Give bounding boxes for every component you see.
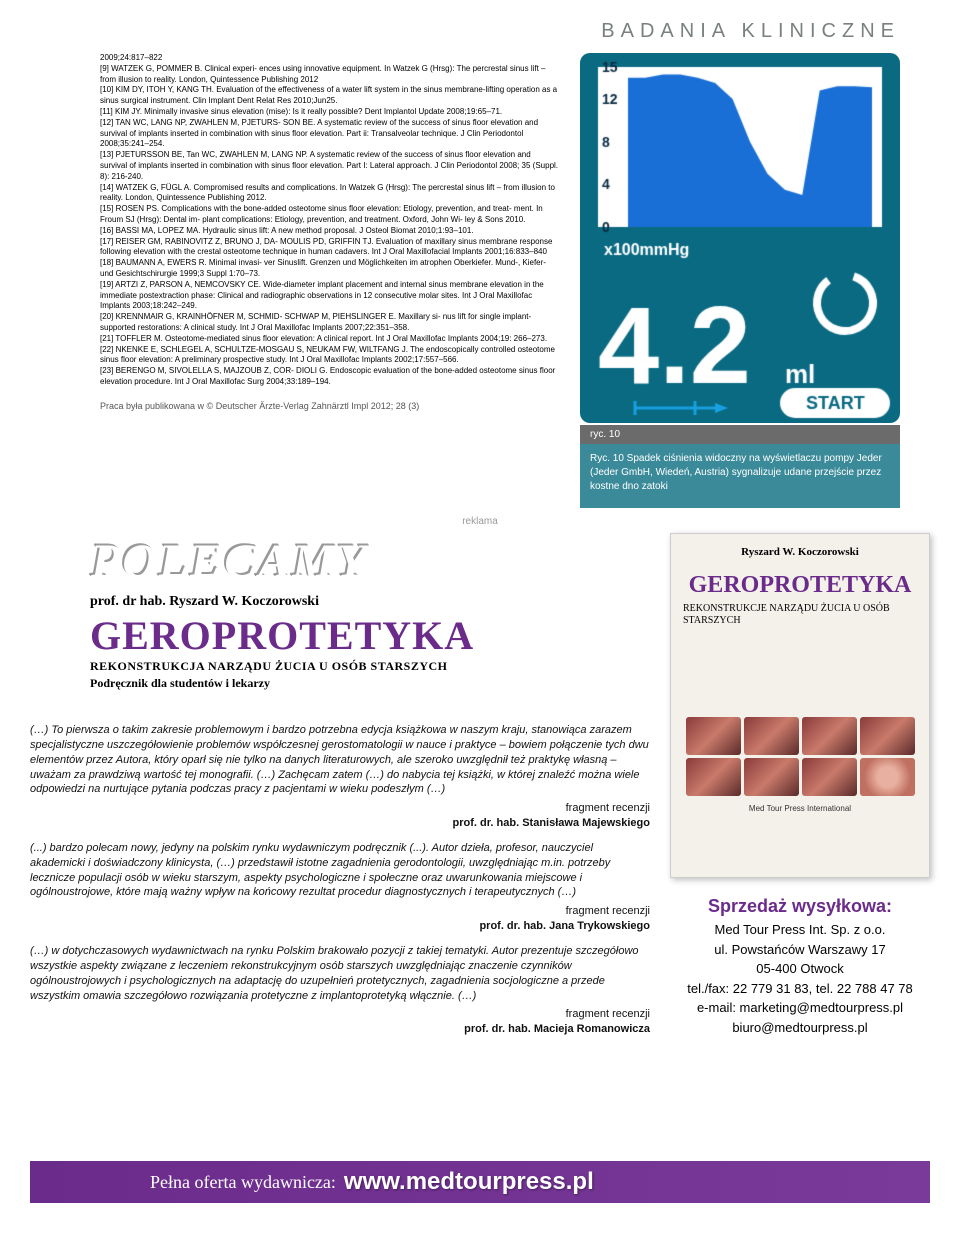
reference-entry: [19] ARTZI Z, PARSON A, NEMCOVSKY CE. Wi… — [100, 280, 560, 312]
sales-city: 05-400 Otwock — [670, 959, 930, 979]
footer-url[interactable]: www.medtourpress.pl — [344, 1168, 594, 1196]
reference-entry: [20] KRENNMAIR G, KRAINHÖFNER M, SCHMID-… — [100, 312, 560, 334]
cover-photo — [802, 717, 857, 755]
figure-label: ryc. 10 — [580, 425, 900, 444]
cover-subtitle: REKONSTRUKCJE NARZĄDU ŻUCIA U OSÓB STARS… — [683, 603, 917, 627]
cover-publisher: Med Tour Press International — [683, 804, 917, 813]
figure-caption: Ryc. 10 Spadek ciśnienia widoczny na wyś… — [580, 444, 900, 508]
cover-photo — [860, 717, 915, 755]
references-column: 2009;24:817–822[9] WATZEK G, POMMER B. C… — [100, 53, 560, 508]
reference-entry: [14] WATZEK G, FÜGL A. Compromised resul… — [100, 183, 560, 205]
cover-author: Ryszard W. Koczorowski — [683, 546, 917, 558]
review-text: (...) bardzo polecam nowy, jedyny na pol… — [30, 841, 650, 900]
reference-entry: [23] BERENGO M, SIVOLELLA S, MAJZOUB Z, … — [100, 366, 560, 388]
reference-entry: [17] REISER GM, RABINOVITZ Z, BRUNO J, D… — [100, 237, 560, 259]
sales-company: Med Tour Press Int. Sp. z o.o. — [670, 920, 930, 940]
book-cover: Ryszard W. Koczorowski GEROPROTETYKA REK… — [670, 533, 930, 878]
review-signature: fragment recenzjiprof. dr. hab. Macieja … — [30, 1007, 650, 1037]
reference-entry: [16] BASSI MA, LOPEZ MA. Hydraulic sinus… — [100, 226, 560, 237]
review-text: (…) w dotychczasowych wydawnictwach na r… — [30, 944, 650, 1003]
reviews-block: (…) To pierwsza o takim zakresie problem… — [30, 723, 650, 1047]
polecamy-heading: POLECAMY — [90, 533, 650, 588]
cover-photo — [744, 758, 799, 796]
ad-marker: reklama — [0, 516, 960, 527]
reference-entry: [9] WATZEK G, POMMER B. Clinical experi-… — [100, 64, 560, 86]
sales-email: e-mail: marketing@medtourpress.pl — [670, 998, 930, 1018]
footer-bar: Pełna oferta wydawnicza: www.medtourpres… — [30, 1161, 930, 1203]
cover-photo — [744, 717, 799, 755]
advertisement: POLECAMY prof. dr hab. Ryszard W. Koczor… — [30, 533, 930, 1203]
sales-street: ul. Powstańców Warszawy 17 — [670, 940, 930, 960]
reference-entry: [12] TAN WC, LANG NP, ZWAHLEN M, PJETURS… — [100, 118, 560, 150]
book-subtitle-1: REKONSTRUKCJA NARZĄDU ŻUCIA U OSÓB STARS… — [90, 659, 650, 674]
cover-title: GEROPROTETYKA — [683, 572, 917, 599]
sales-title: Sprzedaż wysyłkowa: — [670, 893, 930, 920]
cover-photo-strip — [683, 717, 917, 796]
reference-entry: [22] NKENKE E, SCHLEGEL A, SCHULTZE-MOSG… — [100, 345, 560, 367]
cover-photo — [860, 758, 915, 796]
reference-entry: [15] ROSEN PS. Complications with the bo… — [100, 204, 560, 226]
sales-email2: biuro@medtourpress.pl — [670, 1018, 930, 1038]
review-signature: fragment recenzjiprof. dr. hab. Jana Try… — [30, 904, 650, 934]
cover-photo — [686, 717, 741, 755]
review-signature: fragment recenzjiprof. dr. hab. Stanisła… — [30, 801, 650, 831]
reference-entry: [13] PJETURSSON BE, Tan WC, ZWAHLEN M, L… — [100, 150, 560, 182]
book-title: GEROPROTETYKA — [90, 612, 650, 659]
footer-label: Pełna oferta wydawnicza: — [150, 1172, 336, 1193]
reference-entry: [10] KIM DY, ITOH Y, KANG TH. Evaluation… — [100, 85, 560, 107]
sales-contact-box: Sprzedaż wysyłkowa: Med Tour Press Int. … — [670, 893, 930, 1037]
reference-entry: [18] BAUMANN A, EWERS R. Minimal invasi-… — [100, 258, 560, 280]
review-text: (…) To pierwsza o takim zakresie problem… — [30, 723, 650, 797]
reference-entry: 2009;24:817–822 — [100, 53, 560, 64]
book-subtitle-2: Podręcznik dla studentów i lekarzy — [90, 676, 650, 691]
device-screen — [580, 53, 900, 423]
publication-note: Praca była publikowana w © Deutscher Ärz… — [100, 400, 560, 412]
top-content-row: 2009;24:817–822[9] WATZEK G, POMMER B. C… — [0, 53, 960, 508]
cover-photo — [802, 758, 857, 796]
reference-entry: [11] KIM JY. Minimally invasive sinus el… — [100, 107, 560, 118]
ad-left-block: POLECAMY prof. dr hab. Ryszard W. Koczor… — [90, 533, 650, 691]
sales-tel: tel./fax: 22 779 31 83, tel. 22 788 47 7… — [670, 979, 930, 999]
figure-column: ryc. 10 Ryc. 10 Spadek ciśnienia widoczn… — [580, 53, 900, 508]
reference-entry: [21] TOFFLER M. Osteotome-mediated sinus… — [100, 334, 560, 345]
cover-photo — [686, 758, 741, 796]
page-header: BADANIA KLINICZNE — [0, 0, 960, 53]
author-line: prof. dr hab. Ryszard W. Koczorowski — [90, 594, 650, 610]
